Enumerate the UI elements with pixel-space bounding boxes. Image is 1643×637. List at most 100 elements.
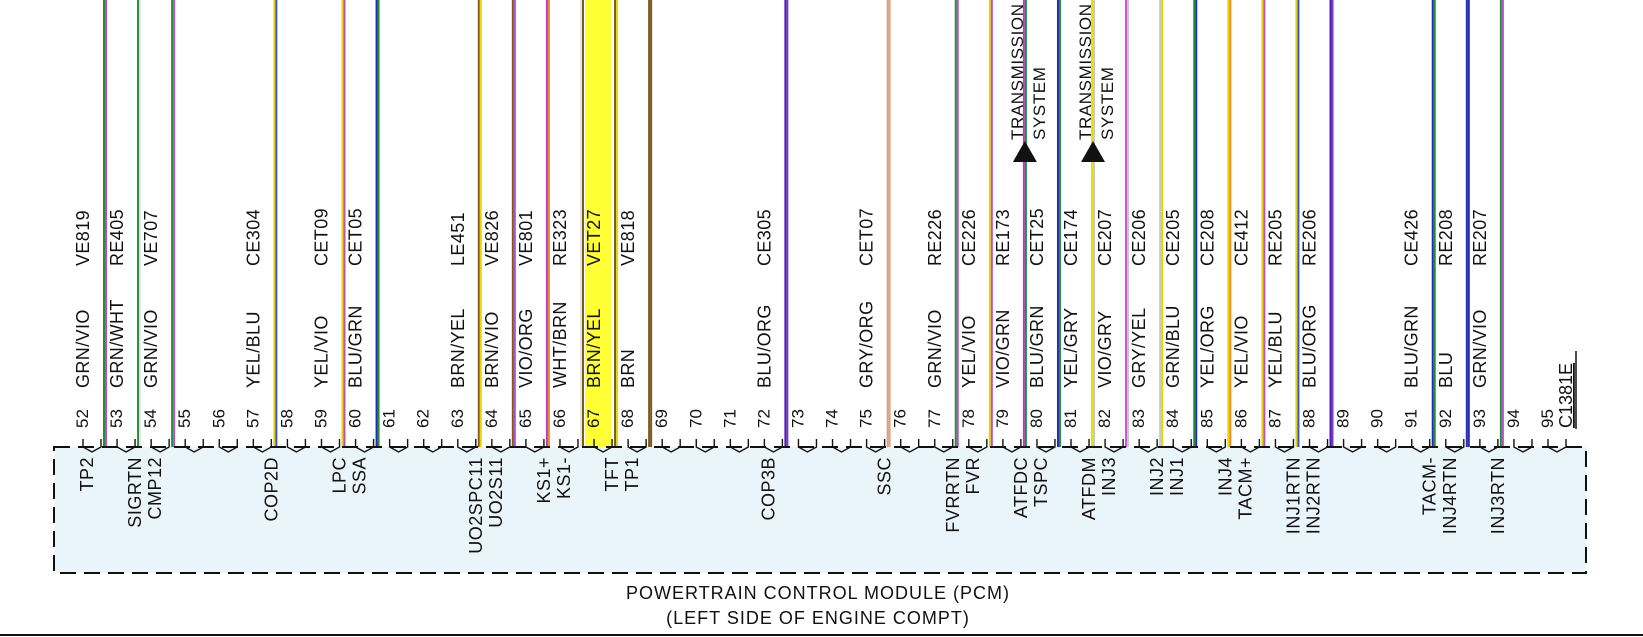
pin-cavity bbox=[934, 439, 954, 453]
wire-stripe-secondary bbox=[1263, 0, 1266, 447]
pin-cavity bbox=[1036, 439, 1056, 453]
signal-name-label: ATFDM bbox=[1079, 457, 1099, 520]
wire-stripe-secondary bbox=[1195, 0, 1198, 447]
wires-layer bbox=[103, 0, 1504, 447]
wire-color-label: BRN/YEL bbox=[584, 308, 604, 388]
wire-color-label: YEL/GRY bbox=[1061, 307, 1081, 388]
signal-name-label: LPC bbox=[329, 457, 349, 494]
pin-number: 63 bbox=[448, 409, 467, 428]
wire-stripe-primary bbox=[1499, 0, 1502, 447]
pin-number: 55 bbox=[175, 409, 194, 428]
pin-cavity bbox=[150, 439, 170, 453]
circuit-id-label: VE826 bbox=[482, 210, 502, 266]
circuit-id-label: CE305 bbox=[754, 209, 774, 266]
signal-name-label: SSC bbox=[875, 457, 895, 496]
wire-stripe-primary bbox=[784, 0, 787, 447]
pin-cavity bbox=[627, 439, 647, 453]
wire-color-label: GRN/VIO bbox=[1470, 309, 1490, 388]
pin-cavity bbox=[1547, 439, 1567, 453]
circuit-id-label: RE173 bbox=[993, 209, 1013, 266]
signal-name-label: UO2S11 bbox=[486, 457, 506, 528]
pin-cavity bbox=[797, 439, 818, 453]
circuit-id-label: CET25 bbox=[1027, 208, 1047, 266]
circuit-id-label: CE208 bbox=[1197, 209, 1217, 266]
signal-name-label: FVRRTN bbox=[943, 457, 963, 533]
reference-label: SYSTEM bbox=[1098, 66, 1117, 140]
pin-number: 95 bbox=[1538, 409, 1557, 428]
wire-color-label: GRN/WHT bbox=[107, 299, 127, 388]
pcm-module-box bbox=[53, 446, 1587, 574]
wire-stripe-primary bbox=[1295, 0, 1298, 447]
pin-number: 57 bbox=[243, 409, 262, 428]
pin-cavity bbox=[82, 439, 102, 453]
wire-color-label: BRN/VIO bbox=[482, 311, 502, 388]
wire-stripe-secondary bbox=[105, 0, 107, 447]
circuit-id-label: RE207 bbox=[1470, 209, 1490, 266]
circuit-id-label: RE206 bbox=[1300, 209, 1320, 266]
pin-number: 72 bbox=[754, 409, 773, 428]
wire-stripe-primary bbox=[273, 0, 276, 447]
signal-name-label: INJ3 bbox=[1099, 457, 1119, 496]
circuit-id-label: VE707 bbox=[141, 210, 161, 266]
module-title: POWERTRAIN CONTROL MODULE (PCM) bbox=[626, 583, 1010, 603]
pin-number: 79 bbox=[993, 409, 1012, 428]
wire-stripe-secondary bbox=[1127, 0, 1130, 447]
wire-stripe-primary bbox=[1431, 0, 1434, 447]
wire-color-label: YEL/VIO bbox=[311, 315, 331, 388]
pin-cavity bbox=[968, 439, 988, 453]
wire-stripe-primary bbox=[1193, 0, 1196, 447]
wire-stripe-secondary bbox=[1501, 0, 1504, 447]
wire-color-label: BLU/GRN bbox=[1027, 305, 1047, 388]
wire-stripe-primary bbox=[1261, 0, 1264, 447]
wire-color-label: YEL/VIO bbox=[1231, 315, 1251, 388]
wire-color-label: BLU/GRN bbox=[1402, 305, 1422, 388]
circuit-id-label: CE206 bbox=[1129, 209, 1149, 266]
signal-name-label: KS1- bbox=[554, 457, 574, 499]
signal-name-label: TP2 bbox=[77, 457, 97, 492]
wire-stripe-primary bbox=[375, 0, 378, 447]
pin-number: 85 bbox=[1197, 409, 1216, 428]
pin-number: 58 bbox=[277, 409, 296, 428]
pin-cavity bbox=[252, 439, 273, 453]
wire-stripe-primary bbox=[579, 0, 582, 447]
wire-stripe-secondary bbox=[616, 0, 619, 447]
pin-number: 70 bbox=[686, 409, 705, 428]
circuit-id-label: LE451 bbox=[448, 212, 468, 266]
pin-cavity bbox=[354, 439, 375, 453]
reference-label: TRANSMISSION bbox=[1008, 3, 1027, 140]
pin-highlight bbox=[585, 0, 612, 447]
pin-cavity bbox=[491, 439, 511, 453]
wire-color-label: YEL/BLU bbox=[243, 311, 263, 388]
wire-color-label: BRN bbox=[618, 349, 638, 388]
pin-cavity bbox=[286, 439, 307, 453]
pin-number: 59 bbox=[311, 409, 330, 428]
circuit-id-label: CE304 bbox=[243, 209, 263, 266]
pin-number: 53 bbox=[107, 409, 126, 428]
wire-stripe-secondary bbox=[1297, 0, 1300, 447]
pin-cavity bbox=[593, 439, 613, 453]
wire-color-label: WHT/BRN bbox=[550, 301, 570, 388]
wire-stripe-secondary bbox=[1331, 0, 1334, 447]
wire-stripe-primary bbox=[648, 0, 651, 447]
wire-stripe-secondary bbox=[956, 0, 959, 447]
pin-number: 56 bbox=[209, 409, 228, 428]
signal-name-label: TACM+ bbox=[1235, 457, 1255, 520]
wire-color-label: GRN/BLU bbox=[1163, 305, 1183, 388]
signal-name-label: FVR bbox=[963, 457, 983, 495]
signal-name-label: INJ2 bbox=[1147, 457, 1167, 496]
wire-color-label: BLU/ORG bbox=[1300, 304, 1320, 388]
wire-stripe-secondary bbox=[479, 0, 482, 447]
circuit-id-label: CE205 bbox=[1163, 209, 1183, 266]
wire-stripe-primary bbox=[1329, 0, 1332, 447]
wire-stripe-secondary bbox=[990, 0, 993, 447]
pin-cavity bbox=[695, 439, 715, 453]
pin-number: 73 bbox=[788, 409, 807, 428]
pin-cavity bbox=[1445, 439, 1465, 453]
wire-color-label: GRN/VIO bbox=[925, 309, 945, 388]
wire-stripe-secondary bbox=[547, 0, 550, 447]
pin-cavity bbox=[899, 439, 920, 453]
wire-color-label: VIO/ORG bbox=[516, 308, 536, 388]
signal-name-label: KS1+ bbox=[534, 457, 554, 504]
circuit-id-label: CET09 bbox=[311, 208, 331, 266]
pin-number: 90 bbox=[1368, 409, 1387, 428]
